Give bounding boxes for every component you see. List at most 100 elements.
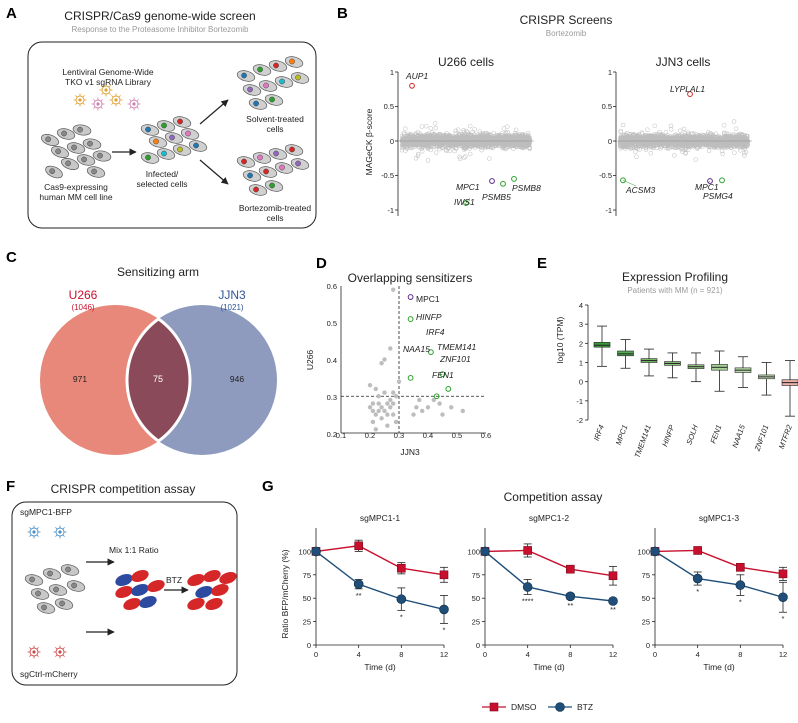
mixed-cell (115, 573, 133, 587)
d-point (411, 412, 416, 417)
d-point (393, 394, 399, 399)
btz-cell (242, 170, 262, 182)
d-point (370, 401, 376, 406)
g-dmso-marker (439, 570, 449, 580)
e-gene-label: HINFP (660, 424, 676, 448)
b-ylabel: MAGeCK β-score (364, 108, 374, 175)
b-gene-point (620, 122, 626, 128)
cell-nucleus (87, 140, 93, 147)
b-gene-point (432, 121, 438, 126)
solvent-cell (284, 56, 304, 68)
b-gene-point (663, 130, 669, 135)
cell-nucleus (55, 148, 61, 155)
b2-ytick-1: 1 (608, 68, 612, 77)
cell-nucleus (177, 118, 183, 125)
g-significance-mark: * (739, 597, 742, 606)
g-ytick-label: 25 (303, 618, 311, 627)
btz-cell (268, 148, 288, 160)
d-highlight-point (407, 374, 414, 381)
cell-nucleus (81, 156, 87, 163)
panel-d: D Overlapping sensitizers U266 JJN3 0.6 … (305, 255, 491, 457)
g-significance-mark: * (443, 625, 446, 634)
cell-nucleus (169, 134, 175, 141)
g-xtick-label: 4 (696, 650, 700, 659)
legend-dmso-label: DMSO (511, 702, 537, 712)
d-xlabel: JJN3 (400, 447, 420, 457)
mixed-cell (123, 597, 141, 611)
cell-nucleus (65, 160, 71, 167)
cells-label-line2: human MM cell line (39, 192, 112, 202)
grey-cell (24, 574, 44, 586)
e-gene-label: NAA15 (730, 423, 747, 449)
e-ytick-label: 0 (579, 378, 583, 387)
panel-letter-f: F (6, 478, 15, 495)
btz-cell (252, 152, 272, 164)
cell-nucleus (247, 172, 253, 179)
cell-nucleus (97, 152, 103, 159)
d-xtick-02: 0.2 (365, 431, 375, 440)
infected-cell (148, 136, 168, 148)
d-ytick-04: 0.4 (327, 356, 337, 365)
b-gene-point (511, 146, 516, 151)
b-gene-point (432, 131, 437, 137)
grey-cell (76, 154, 96, 166)
btz-label-line1: Bortezomib-treated (239, 203, 312, 213)
infected-cell (140, 152, 160, 164)
solvent-cell (274, 76, 294, 88)
panel-d-title: Overlapping sensitizers (348, 271, 473, 285)
g-ytick-label: 50 (303, 594, 311, 603)
panel-g-title: Competition assay (504, 490, 603, 504)
b-gene-point (415, 151, 421, 157)
d-point (396, 379, 402, 384)
solvent-cell (252, 64, 272, 76)
b-gene-point (425, 158, 431, 163)
cell-nucleus (193, 142, 199, 149)
g-dmso-marker (566, 564, 575, 574)
e-gene-label: TMEM141 (633, 424, 653, 460)
mixed-cell-btz (203, 569, 221, 583)
panel-a-illustration (41, 56, 310, 196)
d-point (379, 360, 384, 366)
g-series-line (315, 545, 445, 576)
g-ytick-label: 75 (303, 571, 311, 580)
d-point (385, 401, 390, 406)
g-xtick-label: 4 (357, 650, 361, 659)
solvent-label-line2: cells (266, 124, 283, 134)
d-point (382, 357, 387, 362)
b-gene-point (433, 125, 439, 131)
d-point (388, 397, 393, 403)
d-point (388, 405, 393, 410)
d-point (385, 412, 390, 417)
e-boxplot: 4 3 2 1 0 -1 -2 IRF4 MPC1 TMEM141 HINFP SOLH FEN1 NAA… (576, 301, 798, 459)
solvent-cell (248, 98, 268, 110)
g-ytick-label: 100 (298, 547, 311, 556)
btz-cell (274, 162, 294, 174)
d-xtick-05: 0.5 (452, 431, 462, 440)
gene-label-mpc1-u266: MPC1 (456, 182, 480, 192)
virus-core (58, 650, 62, 654)
d-point (367, 405, 373, 410)
grey-cell (36, 602, 56, 614)
g-xlabel: Time (d) (364, 662, 395, 672)
cell-nucleus (161, 150, 167, 157)
virus-particle (53, 525, 67, 539)
g-legend: DMSO BTZ (482, 702, 593, 712)
b-gene-point (419, 124, 425, 129)
g-btz-marker (692, 573, 703, 584)
b-gene-point (672, 153, 677, 158)
b-gene-point (461, 143, 467, 149)
g-xtick-label: 8 (568, 650, 572, 659)
g-dmso-marker (693, 546, 702, 555)
b-gene-point (467, 123, 473, 129)
gene-label-acsm3: ACSM3 (625, 185, 656, 195)
g-dmso-marker (523, 546, 532, 555)
mixed-cell-btz (195, 585, 213, 599)
d-point (370, 419, 376, 425)
cell-nucleus (71, 144, 77, 151)
d-point (373, 412, 378, 417)
d-point (376, 394, 381, 399)
panel-letter-a: A (6, 5, 17, 22)
gene-label-psmb8: PSMB8 (512, 183, 541, 193)
g-dmso-marker (608, 571, 618, 581)
